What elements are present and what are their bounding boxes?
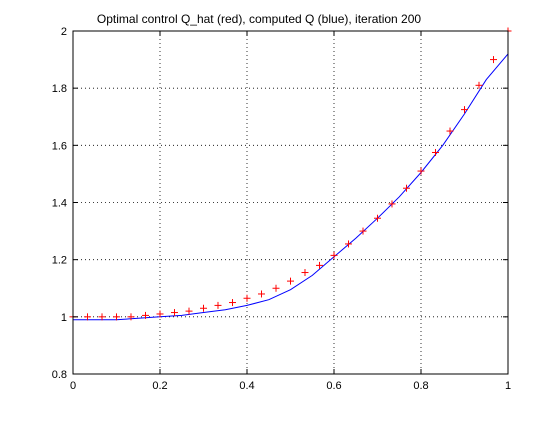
- chart-title: Optimal control Q_hat (red), computed Q …: [97, 12, 421, 26]
- grid-lines: [73, 31, 508, 374]
- q-hat-marker: [490, 56, 497, 63]
- q-hat-marker: [301, 269, 308, 276]
- q-hat-marker: [200, 305, 207, 312]
- q-hat-marker: [229, 299, 236, 306]
- y-tick-label: 0.8: [52, 369, 67, 381]
- y-tick-label: 1.4: [52, 198, 67, 210]
- q-hat-marker: [186, 308, 193, 315]
- y-tick-label: 1.8: [52, 83, 67, 95]
- y-tick-label: 1.2: [52, 255, 67, 267]
- optimal-q-hat-series: [70, 28, 512, 321]
- plot-area-frame: [73, 31, 508, 374]
- q-hat-marker: [258, 290, 265, 297]
- x-tick-label: 1: [505, 380, 511, 392]
- q-hat-marker: [273, 285, 280, 292]
- q-hat-marker: [287, 278, 294, 285]
- q-hat-marker: [316, 262, 323, 269]
- q-hat-marker: [418, 168, 425, 175]
- y-axis-tick-labels: 0.8 1 1.2 1.4 1.6 1.8 2: [52, 26, 67, 381]
- y-tick-label: 2: [61, 26, 67, 38]
- x-tick-label: 0: [70, 380, 76, 392]
- y-tick-label: 1: [61, 312, 67, 324]
- q-hat-marker: [171, 309, 178, 316]
- x-axis-tick-labels: 0 0.2 0.4 0.6 0.8 1: [70, 380, 511, 392]
- x-tick-label: 0.6: [326, 380, 341, 392]
- x-tick-label: 0.2: [152, 380, 167, 392]
- x-tick-label: 0.8: [413, 380, 428, 392]
- x-tick-label: 0.4: [239, 380, 254, 392]
- axis-ticks: [73, 31, 508, 374]
- q-hat-marker: [244, 295, 251, 302]
- q-hat-marker: [432, 149, 439, 156]
- y-tick-label: 1.6: [52, 140, 67, 152]
- q-hat-marker: [214, 302, 221, 309]
- q-hat-marker: [331, 252, 338, 259]
- q-hat-marker: [447, 128, 454, 135]
- q-hat-marker: [461, 106, 468, 113]
